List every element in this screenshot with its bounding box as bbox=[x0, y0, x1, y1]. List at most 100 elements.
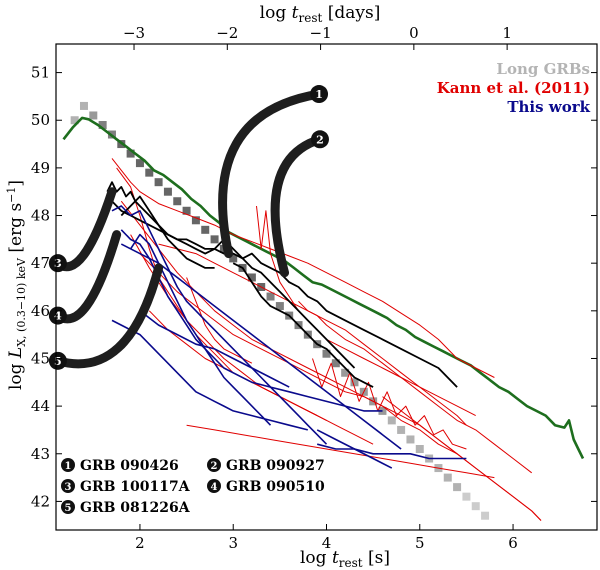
density-cell-13 bbox=[191, 216, 200, 225]
annotation-badge-5 bbox=[48, 351, 67, 370]
density-cell-9 bbox=[154, 178, 163, 187]
y-tick-label-46: 46 bbox=[31, 302, 50, 320]
grb-label-2: GRB 090927 bbox=[226, 458, 325, 474]
grb-badge-2 bbox=[207, 458, 221, 472]
series-line-0 bbox=[62, 116, 585, 460]
y-tick-label-42: 42 bbox=[31, 492, 50, 510]
density-cell-0 bbox=[70, 116, 79, 125]
grb-label-5: GRB 081226A bbox=[80, 500, 191, 516]
y-tick-label-44: 44 bbox=[31, 397, 50, 415]
annotation-badge-1 bbox=[310, 85, 329, 104]
density-cell-36 bbox=[406, 435, 415, 444]
x2-tick-label-1: 1 bbox=[502, 24, 512, 42]
annotation-arc-5 bbox=[53, 263, 164, 369]
density-cell-11 bbox=[173, 197, 182, 206]
density-cell-41 bbox=[453, 483, 462, 492]
series-line-21 bbox=[139, 310, 290, 388]
x-tick-label-5: 5 bbox=[415, 534, 425, 552]
annotation-badge-2 bbox=[310, 130, 329, 149]
grb-list: 1 GRB 090426 2 GRB 090927 3 GRB 100117A 4 GRB 0… bbox=[61, 458, 325, 516]
grb-badge-5 bbox=[61, 500, 75, 514]
density-cell-22 bbox=[275, 302, 284, 311]
grb-badge-number-4: 4 bbox=[211, 482, 218, 493]
series-line-12 bbox=[158, 243, 467, 426]
density-cell-34 bbox=[387, 416, 396, 425]
density-cell-17 bbox=[229, 254, 238, 263]
x2-tick-label--1: −1 bbox=[310, 24, 332, 42]
y-tick-label-47: 47 bbox=[31, 254, 50, 272]
grb-badge-4 bbox=[207, 479, 221, 493]
annotation-number-5: 5 bbox=[54, 355, 62, 368]
annotation-number-4: 4 bbox=[54, 310, 62, 323]
annotation-arc-2 bbox=[270, 134, 325, 278]
grb-badge-number-3: 3 bbox=[65, 482, 72, 493]
series-line-10 bbox=[312, 358, 467, 450]
x-axis-label: log trest [s] bbox=[300, 548, 390, 570]
x-tick-label-3: 3 bbox=[228, 534, 238, 552]
series-line-22 bbox=[129, 233, 272, 426]
annotation-arc-1 bbox=[218, 89, 324, 259]
series-line-3 bbox=[120, 200, 458, 455]
annotation-number-2: 2 bbox=[316, 133, 324, 146]
density-cell-35 bbox=[397, 425, 406, 434]
density-cell-10 bbox=[163, 187, 172, 196]
y-tick-label-50: 50 bbox=[31, 111, 50, 129]
density-cell-27 bbox=[322, 349, 331, 358]
series-line-18 bbox=[111, 205, 328, 445]
series-line-1 bbox=[111, 158, 495, 378]
x-tick-label-4: 4 bbox=[322, 534, 332, 552]
density-cell-19 bbox=[247, 273, 256, 282]
series-line-23 bbox=[317, 443, 467, 460]
legend-entry-1: Kann et al. (2011) bbox=[437, 79, 590, 97]
x2-tick-label-0: 0 bbox=[409, 24, 419, 42]
density-cell-21 bbox=[266, 292, 275, 301]
density-cell-15 bbox=[210, 235, 219, 244]
series-layer bbox=[62, 116, 585, 521]
series-line-13 bbox=[382, 396, 542, 521]
x2-tick-label--3: −3 bbox=[123, 24, 145, 42]
density-cell-14 bbox=[201, 225, 210, 234]
series-line-6 bbox=[148, 310, 374, 445]
series-line-24 bbox=[316, 429, 393, 469]
series-line-16 bbox=[120, 195, 215, 269]
density-cell-37 bbox=[415, 445, 424, 453]
density-cell-28 bbox=[331, 359, 340, 368]
grb-badge-3 bbox=[61, 479, 75, 493]
series-line-9 bbox=[298, 300, 533, 474]
legend-entry-2: This work bbox=[507, 98, 590, 116]
grb-badge-number-1: 1 bbox=[65, 461, 72, 472]
series-line-20 bbox=[111, 319, 308, 431]
density-cell-42 bbox=[462, 492, 471, 501]
y-axis-label: log LX, (0.3−10) keV [erg s−1] bbox=[5, 180, 28, 390]
series-line-17 bbox=[232, 262, 374, 388]
grb-label-3: GRB 100117A bbox=[80, 479, 191, 495]
grb-badge-number-5: 5 bbox=[65, 503, 72, 514]
density-cell-1 bbox=[79, 101, 88, 110]
density-cell-44 bbox=[481, 511, 490, 520]
y-tick-label-43: 43 bbox=[31, 445, 50, 463]
series-line-11 bbox=[186, 424, 495, 479]
annotation-number-1: 1 bbox=[315, 88, 323, 101]
grb-badge-1 bbox=[61, 458, 75, 472]
series-line-7 bbox=[186, 277, 253, 364]
annotation-badge-4 bbox=[48, 306, 67, 325]
x2-tick-label--2: −2 bbox=[216, 24, 238, 42]
series-line-25 bbox=[120, 243, 402, 450]
density-cell-2 bbox=[89, 111, 98, 120]
grb-label-4: GRB 090510 bbox=[226, 479, 325, 495]
x-tick-label-6: 6 bbox=[508, 534, 518, 552]
density-cell-43 bbox=[471, 502, 480, 511]
density-cell-6 bbox=[126, 149, 135, 158]
x-tick-label-2: 2 bbox=[135, 534, 145, 552]
grb-label-1: GRB 090426 bbox=[80, 458, 179, 474]
density-cell-12 bbox=[182, 206, 191, 215]
annotation-layer: 12345 bbox=[48, 85, 329, 370]
density-cell-3 bbox=[98, 121, 107, 129]
grb-badge-number-2: 2 bbox=[211, 461, 218, 472]
density-cell-30 bbox=[350, 378, 359, 387]
density-cell-7 bbox=[135, 159, 144, 168]
y-tick-label-51: 51 bbox=[31, 64, 50, 82]
